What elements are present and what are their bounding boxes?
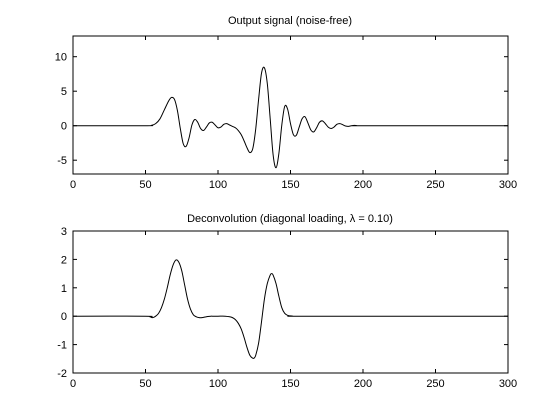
deconvolution-ytick-label: -2 [57,368,67,380]
deconvolution-xtick-label: 100 [209,378,227,390]
deconvolution-series-line [72,259,508,359]
signal-axes: Output signal (noise-free) 0 50 100 150 200 2… [55,15,517,191]
signal-xtick-label: 0 [70,179,76,191]
signal-xtick-label: 100 [209,179,227,191]
signal-title: Output signal (noise-free) [228,15,352,27]
signal-xtick-label: 250 [426,179,444,191]
signal-xtick-label: 150 [281,179,299,191]
deconvolution-xtick-label: 200 [354,378,372,390]
deconvolution-title: Deconvolution (diagonal loading, λ = 0.1… [187,213,393,225]
signal-ytick-label: 0 [61,121,67,133]
deconvolution-plot-area [72,230,509,374]
signal-xtick-label: 200 [354,179,372,191]
deconvolution-xtick-label: 300 [499,378,517,390]
deconvolution-xtick-label: 150 [281,378,299,390]
signal-ytick-label: 5 [61,86,67,98]
deconvolution-xtick-label: 50 [139,378,151,390]
deconvolution-ytick-label: 0 [61,311,67,323]
signal-series-line [72,66,508,169]
signal-xtick-label: 300 [499,179,517,191]
signal-lines [72,66,508,169]
deconvolution-ytick-label: -1 [57,340,67,352]
deconvolution-ytick-label: 3 [61,226,67,238]
deconvolution-xtick-label: 0 [70,378,76,390]
deconvolution-ticks: 0 50 100 150 200 250 300 -2 -1 0 1 2 3 [57,226,517,390]
signal-xtick-label: 50 [139,179,151,191]
deconvolution-ytick-label: 1 [61,283,67,295]
deconvolution-lines [72,259,508,359]
deconvolution-ytick-label: 2 [61,254,67,266]
signal-ytick-label: 10 [55,52,67,64]
signal-ytick-label: -5 [57,155,67,167]
deconvolution-xtick-label: 250 [426,378,444,390]
deconvolution-axes: Deconvolution (diagonal loading, λ = 0.1… [57,213,517,390]
signal-plot-area [72,35,509,175]
